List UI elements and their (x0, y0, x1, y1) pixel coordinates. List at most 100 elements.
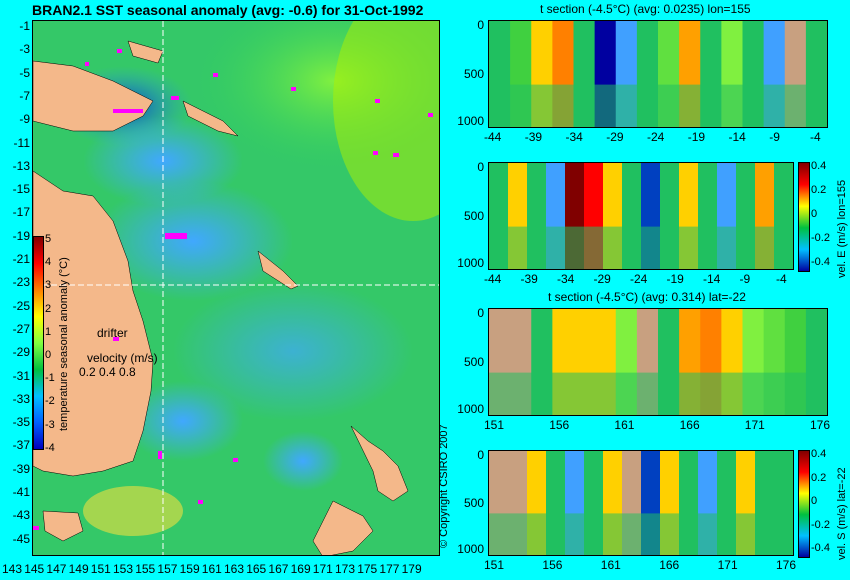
map-colorbar-label: temperature seasonal anomaly (°C) (58, 257, 70, 431)
map-y-tick: -1 (19, 19, 30, 33)
section-heatmap (489, 309, 827, 415)
panel-4-plot (488, 450, 794, 556)
map-y-tick: -15 (12, 182, 30, 197)
map-colorbar-tick: -2 (45, 395, 55, 408)
map-y-tick: -33 (12, 391, 30, 406)
velocity-scale: 0.2 0.4 0.8 (79, 365, 136, 379)
panel-x-tick: -19 (666, 272, 684, 286)
map-title: BRAN2.1 SST seasonal anomaly (avg: -0.6)… (32, 2, 424, 18)
panel-y-tick: 1000 (457, 256, 484, 270)
panel-y-tick: 500 (463, 209, 484, 223)
map-y-tick: -29 (12, 345, 30, 360)
map-x-tick: 177 (379, 562, 400, 576)
map-x-tick: 163 (224, 562, 245, 576)
velocity-label: velocity (m/s) (87, 351, 158, 365)
panel-x-tick: 161 (614, 418, 635, 432)
map-colorbar-tick: 4 (45, 256, 52, 269)
colorbar-tick: 0 (811, 208, 818, 220)
panel-x-tick: 161 (600, 558, 621, 572)
map-x-tick: 149 (68, 562, 89, 576)
panel-x-tick: -44 (484, 130, 502, 144)
panel-y-tick: 0 (477, 306, 484, 320)
map-x-tick: 165 (246, 562, 267, 576)
map-x-tick: 161 (201, 562, 222, 576)
panel-x-tick: -29 (606, 130, 624, 144)
map-x-tick: 145 (24, 562, 45, 576)
panel-x-tick: 151 (484, 418, 505, 432)
sst-map-field (33, 21, 439, 555)
map-y-tick: -43 (12, 508, 30, 523)
panel-x-tick: 156 (549, 418, 570, 432)
drifter-label: drifter (97, 326, 128, 340)
map-y-tick: -7 (19, 88, 30, 103)
colorbar-tick: 0 (811, 495, 818, 507)
map-y-tick: -9 (19, 112, 30, 127)
panel-3-plot (488, 308, 828, 416)
panel-x-tick: -9 (739, 272, 751, 286)
panel-4-colorbar-label: vel. S (m/s) lat=-22 (836, 467, 848, 560)
map-y-tick: -3 (19, 42, 30, 57)
panel-x-tick: -34 (565, 130, 583, 144)
panel-x-tick: 171 (744, 418, 765, 432)
panel-x-tick: 166 (659, 558, 680, 572)
panel-2-colorbar (798, 162, 810, 272)
panel-y-tick: 1000 (457, 542, 484, 556)
panel-x-tick: -39 (524, 130, 543, 144)
panel-y-tick: 1000 (457, 402, 484, 416)
panel-y-tick: 500 (463, 355, 484, 369)
panel-x-tick: -14 (728, 130, 746, 144)
map-colorbar-tick: -4 (45, 441, 55, 454)
map-y-tick: -35 (12, 415, 30, 430)
map-x-tick: 171 (312, 562, 333, 576)
deep-layer (489, 226, 793, 269)
copyright: © Copyright CSIRO 2007 (438, 424, 450, 548)
map-x-tick: 175 (357, 562, 378, 576)
deep-layer (489, 372, 827, 415)
map-y-tick: -39 (12, 461, 30, 476)
map-colorbar-tick: 3 (45, 279, 52, 292)
map-colorbar-tick: 2 (45, 302, 52, 315)
map-colorbar-tick: 0 (45, 349, 52, 361)
panel-x-tick: -4 (810, 130, 821, 144)
deep-layer (489, 513, 793, 555)
panel-y-tick: 0 (477, 448, 484, 462)
sst-map: 5 4 3 2 1 0 -1 -2 -3 -4 temperature seasonal anom… (32, 20, 440, 556)
colorbar-tick: 0.2 (811, 471, 827, 484)
colorbar-tick: -0.4 (811, 542, 830, 554)
panel-x-tick: -24 (630, 272, 648, 286)
panel-x-tick: 176 (776, 558, 797, 572)
map-x-tick: 157 (157, 562, 178, 576)
map-x-tick: 169 (290, 562, 311, 576)
map-y-tick: -5 (19, 65, 30, 80)
colorbar-tick: 0.4 (811, 448, 827, 460)
panel-y-tick: 500 (463, 67, 484, 81)
panel-2-plot (488, 162, 794, 270)
map-colorbar-tick: 5 (45, 233, 52, 245)
map-colorbar-tick: 1 (45, 325, 52, 338)
map-colorbar-tick: -3 (45, 418, 55, 431)
panel-x-tick: -24 (647, 130, 665, 144)
panel-x-tick: 151 (484, 558, 505, 572)
colorbar-tick: -0.2 (811, 518, 830, 531)
colorbar-tick: -0.2 (811, 232, 830, 244)
panel-x-tick: -44 (484, 272, 502, 286)
map-x-tick: 159 (179, 562, 200, 576)
map-y-tick: -17 (12, 205, 30, 220)
section-heatmap (489, 21, 827, 127)
map-y-tick: -21 (12, 252, 30, 266)
map-x-tick: 179 (401, 562, 422, 576)
panel-3-title: t section (-4.5°C) (avg: 0.314) lat=-22 (548, 290, 746, 304)
colorbar-tick: 0.2 (811, 184, 827, 196)
map-y-tick: -31 (12, 368, 30, 383)
panel-y-tick: 0 (477, 18, 484, 32)
map-y-tick: -13 (12, 158, 30, 173)
map-x-tick: 167 (268, 562, 289, 576)
section-heatmap (489, 451, 793, 555)
panel-1-plot (488, 20, 828, 128)
map-colorbar-tick: -1 (45, 372, 55, 385)
panel-x-tick: -19 (687, 130, 706, 144)
panel-x-tick: 156 (542, 558, 563, 572)
panel-4-colorbar (798, 450, 810, 558)
section-heatmap (489, 163, 793, 269)
colorbar-tick: 0.4 (811, 160, 827, 172)
